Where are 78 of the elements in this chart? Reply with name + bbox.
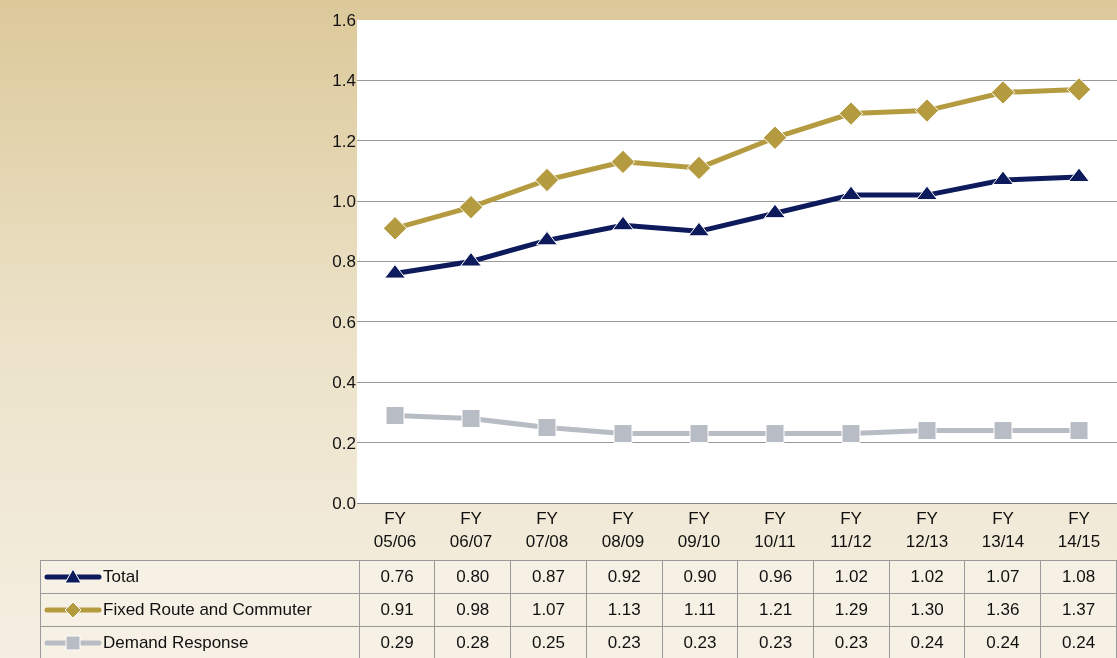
y-tick-label: 0.6 [332,312,356,332]
point [1066,77,1092,102]
data-label: 1.36 [964,593,1041,627]
y-tick-label: 1.4 [332,71,356,91]
point [993,421,1013,441]
point [613,424,633,444]
y-tick-label: 0.2 [332,433,356,453]
data-label: 0.24 [964,626,1041,658]
y-tick-label: 0.0 [332,493,356,513]
data-label: 1.13 [586,593,663,627]
point [382,216,408,241]
data-label: 0.28 [434,626,511,658]
data-label: 1.29 [813,593,890,627]
point [536,230,558,246]
legend-label: Demand Response [103,632,249,652]
point [537,418,557,438]
data-label: 0.96 [737,560,814,594]
point [461,408,481,428]
point [385,405,405,425]
data-label: 0.91 [359,593,435,627]
point [840,185,862,201]
x-tick-label: FY 14/15 [1057,509,1101,551]
data-label: 0.98 [434,593,511,627]
data-label: 1.07 [510,593,587,627]
point [762,125,788,150]
point [838,101,864,126]
data-label: 0.29 [359,626,435,658]
data-label: 1.07 [964,560,1041,594]
x-tick-label: FY 07/08 [525,509,569,551]
data-label: 0.23 [586,626,663,658]
point [764,203,786,219]
data-label: 1.11 [662,593,738,627]
x-tick-label: FY 12/13 [905,509,949,551]
point [458,194,484,220]
point [1069,421,1089,441]
data-label: 1.37 [1040,593,1117,627]
data-label: 1.21 [737,593,814,627]
x-tick-label: FY 05/06 [373,509,417,551]
x-tick-label: FY 06/07 [449,509,493,551]
x-tick-label: FY 13/14 [981,509,1025,551]
data-label: 0.90 [662,560,738,594]
point [841,424,861,444]
point [610,149,636,175]
point [534,167,560,193]
x-tick-label: FY 08/09 [601,509,645,551]
y-tick-label: 0.4 [332,373,356,393]
legend-label: Fixed Route and Commuter [103,599,312,619]
point [686,155,712,181]
data-label: 0.87 [510,560,587,594]
point [916,185,938,201]
y-tick-label: 1.0 [332,192,356,212]
data-label: 1.08 [1040,560,1117,594]
point [917,421,937,441]
x-tick-label: FY 10/11 [754,509,796,551]
point [612,215,634,231]
data-label: 0.80 [434,560,511,594]
data-label: 0.92 [586,560,663,594]
point [688,221,710,237]
data-label: 0.25 [510,626,587,658]
data-label: 1.02 [889,560,965,594]
point [689,424,709,444]
data-label: 0.24 [1040,626,1117,658]
data-label: 0.24 [889,626,965,658]
legend-label: Total [103,566,139,586]
y-tick-label: 0.8 [332,252,356,272]
point [765,424,785,444]
data-label: 0.23 [662,626,738,658]
y-tick-label: 1.2 [332,131,356,151]
data-label: 0.23 [737,626,814,658]
x-tick-label: FY 11/12 [830,509,872,551]
y-tick-label: 1.6 [332,10,356,30]
x-tick-label: FY 09/10 [677,509,721,551]
data-label: 1.02 [813,560,890,594]
point [990,80,1016,105]
point [914,98,940,123]
data-label: 0.76 [359,560,435,594]
data-label: 0.23 [813,626,890,658]
data-label: 1.30 [889,593,965,627]
